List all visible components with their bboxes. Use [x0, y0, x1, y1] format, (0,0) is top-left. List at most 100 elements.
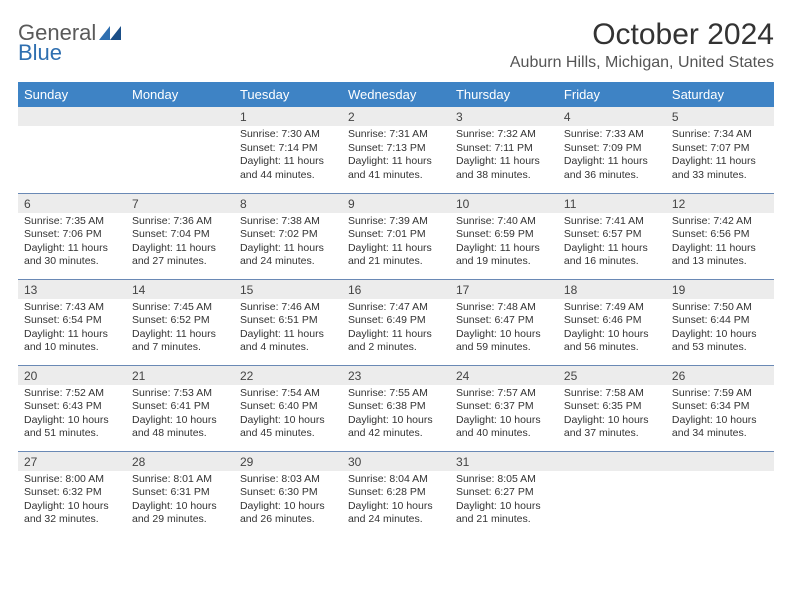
- calendar-cell: [126, 107, 234, 193]
- calendar-cell: 1Sunrise: 7:30 AMSunset: 7:14 PMDaylight…: [234, 107, 342, 193]
- day-data: Sunrise: 7:35 AMSunset: 7:06 PMDaylight:…: [18, 213, 126, 274]
- day-number: 3: [450, 107, 558, 126]
- day-data: Sunrise: 7:59 AMSunset: 6:34 PMDaylight:…: [666, 385, 774, 446]
- calendar-cell: 11Sunrise: 7:41 AMSunset: 6:57 PMDayligh…: [558, 193, 666, 279]
- calendar-cell: 31Sunrise: 8:05 AMSunset: 6:27 PMDayligh…: [450, 451, 558, 537]
- day-data: Sunrise: 7:31 AMSunset: 7:13 PMDaylight:…: [342, 126, 450, 187]
- day-number: 9: [342, 194, 450, 213]
- calendar-cell: 15Sunrise: 7:46 AMSunset: 6:51 PMDayligh…: [234, 279, 342, 365]
- day-data: Sunrise: 8:01 AMSunset: 6:31 PMDaylight:…: [126, 471, 234, 532]
- calendar-cell: 8Sunrise: 7:38 AMSunset: 7:02 PMDaylight…: [234, 193, 342, 279]
- brand-blue: Blue: [18, 42, 62, 64]
- calendar-cell: 10Sunrise: 7:40 AMSunset: 6:59 PMDayligh…: [450, 193, 558, 279]
- day-number: 28: [126, 452, 234, 471]
- page-header: General Blue October 2024 Auburn Hills, …: [18, 18, 774, 72]
- calendar-cell: 19Sunrise: 7:50 AMSunset: 6:44 PMDayligh…: [666, 279, 774, 365]
- day-number: 5: [666, 107, 774, 126]
- day-number: 30: [342, 452, 450, 471]
- calendar-cell: 12Sunrise: 7:42 AMSunset: 6:56 PMDayligh…: [666, 193, 774, 279]
- calendar-cell: 28Sunrise: 8:01 AMSunset: 6:31 PMDayligh…: [126, 451, 234, 537]
- day-number: 29: [234, 452, 342, 471]
- day-number: 19: [666, 280, 774, 299]
- calendar-cell: [666, 451, 774, 537]
- day-number-empty: [558, 452, 666, 471]
- day-data: Sunrise: 7:49 AMSunset: 6:46 PMDaylight:…: [558, 299, 666, 360]
- title-block: October 2024 Auburn Hills, Michigan, Uni…: [510, 18, 774, 72]
- day-number: 22: [234, 366, 342, 385]
- calendar-week: 13Sunrise: 7:43 AMSunset: 6:54 PMDayligh…: [18, 279, 774, 365]
- calendar-cell: [558, 451, 666, 537]
- day-data: Sunrise: 7:30 AMSunset: 7:14 PMDaylight:…: [234, 126, 342, 187]
- calendar-cell: 16Sunrise: 7:47 AMSunset: 6:49 PMDayligh…: [342, 279, 450, 365]
- calendar-week: 6Sunrise: 7:35 AMSunset: 7:06 PMDaylight…: [18, 193, 774, 279]
- calendar-cell: 20Sunrise: 7:52 AMSunset: 6:43 PMDayligh…: [18, 365, 126, 451]
- day-number: 17: [450, 280, 558, 299]
- day-number: 4: [558, 107, 666, 126]
- calendar-cell: 13Sunrise: 7:43 AMSunset: 6:54 PMDayligh…: [18, 279, 126, 365]
- day-number: 26: [666, 366, 774, 385]
- month-title: October 2024: [510, 18, 774, 52]
- day-data: Sunrise: 7:33 AMSunset: 7:09 PMDaylight:…: [558, 126, 666, 187]
- day-data: Sunrise: 7:48 AMSunset: 6:47 PMDaylight:…: [450, 299, 558, 360]
- day-header: Monday: [126, 82, 234, 107]
- calendar-cell: 6Sunrise: 7:35 AMSunset: 7:06 PMDaylight…: [18, 193, 126, 279]
- calendar-cell: 5Sunrise: 7:34 AMSunset: 7:07 PMDaylight…: [666, 107, 774, 193]
- calendar-cell: 23Sunrise: 7:55 AMSunset: 6:38 PMDayligh…: [342, 365, 450, 451]
- day-number: 25: [558, 366, 666, 385]
- day-number: 11: [558, 194, 666, 213]
- calendar-cell: 25Sunrise: 7:58 AMSunset: 6:35 PMDayligh…: [558, 365, 666, 451]
- day-data: Sunrise: 7:46 AMSunset: 6:51 PMDaylight:…: [234, 299, 342, 360]
- day-header: Saturday: [666, 82, 774, 107]
- calendar-cell: 21Sunrise: 7:53 AMSunset: 6:41 PMDayligh…: [126, 365, 234, 451]
- day-number: 24: [450, 366, 558, 385]
- calendar-cell: 22Sunrise: 7:54 AMSunset: 6:40 PMDayligh…: [234, 365, 342, 451]
- day-data: Sunrise: 7:58 AMSunset: 6:35 PMDaylight:…: [558, 385, 666, 446]
- day-data: Sunrise: 7:40 AMSunset: 6:59 PMDaylight:…: [450, 213, 558, 274]
- calendar-cell: 17Sunrise: 7:48 AMSunset: 6:47 PMDayligh…: [450, 279, 558, 365]
- day-number-empty: [126, 107, 234, 126]
- day-number-empty: [666, 452, 774, 471]
- day-number: 21: [126, 366, 234, 385]
- calendar-cell: 4Sunrise: 7:33 AMSunset: 7:09 PMDaylight…: [558, 107, 666, 193]
- day-data: Sunrise: 7:43 AMSunset: 6:54 PMDaylight:…: [18, 299, 126, 360]
- calendar-cell: 30Sunrise: 8:04 AMSunset: 6:28 PMDayligh…: [342, 451, 450, 537]
- day-data: Sunrise: 7:42 AMSunset: 6:56 PMDaylight:…: [666, 213, 774, 274]
- day-header: Friday: [558, 82, 666, 107]
- calendar-cell: 29Sunrise: 8:03 AMSunset: 6:30 PMDayligh…: [234, 451, 342, 537]
- day-number: 15: [234, 280, 342, 299]
- day-data: Sunrise: 7:47 AMSunset: 6:49 PMDaylight:…: [342, 299, 450, 360]
- day-number: 18: [558, 280, 666, 299]
- calendar-cell: 3Sunrise: 7:32 AMSunset: 7:11 PMDaylight…: [450, 107, 558, 193]
- calendar-cell: 14Sunrise: 7:45 AMSunset: 6:52 PMDayligh…: [126, 279, 234, 365]
- day-number: 7: [126, 194, 234, 213]
- day-data: Sunrise: 7:55 AMSunset: 6:38 PMDaylight:…: [342, 385, 450, 446]
- day-number-empty: [18, 107, 126, 126]
- day-data: Sunrise: 7:38 AMSunset: 7:02 PMDaylight:…: [234, 213, 342, 274]
- day-number: 6: [18, 194, 126, 213]
- calendar-cell: 7Sunrise: 7:36 AMSunset: 7:04 PMDaylight…: [126, 193, 234, 279]
- day-data: Sunrise: 8:00 AMSunset: 6:32 PMDaylight:…: [18, 471, 126, 532]
- day-data: Sunrise: 7:57 AMSunset: 6:37 PMDaylight:…: [450, 385, 558, 446]
- day-data: Sunrise: 7:36 AMSunset: 7:04 PMDaylight:…: [126, 213, 234, 274]
- day-data: Sunrise: 7:45 AMSunset: 6:52 PMDaylight:…: [126, 299, 234, 360]
- location-text: Auburn Hills, Michigan, United States: [510, 54, 774, 72]
- day-header: Tuesday: [234, 82, 342, 107]
- calendar-week: 1Sunrise: 7:30 AMSunset: 7:14 PMDaylight…: [18, 107, 774, 193]
- calendar-cell: 27Sunrise: 8:00 AMSunset: 6:32 PMDayligh…: [18, 451, 126, 537]
- day-number: 31: [450, 452, 558, 471]
- day-data: Sunrise: 8:05 AMSunset: 6:27 PMDaylight:…: [450, 471, 558, 532]
- day-number: 14: [126, 280, 234, 299]
- day-data: Sunrise: 7:53 AMSunset: 6:41 PMDaylight:…: [126, 385, 234, 446]
- calendar-cell: 18Sunrise: 7:49 AMSunset: 6:46 PMDayligh…: [558, 279, 666, 365]
- day-data: Sunrise: 7:32 AMSunset: 7:11 PMDaylight:…: [450, 126, 558, 187]
- day-data: Sunrise: 7:34 AMSunset: 7:07 PMDaylight:…: [666, 126, 774, 187]
- brand-flag-icon: [99, 26, 121, 40]
- day-number: 12: [666, 194, 774, 213]
- day-number: 2: [342, 107, 450, 126]
- day-number: 1: [234, 107, 342, 126]
- calendar-cell: 24Sunrise: 7:57 AMSunset: 6:37 PMDayligh…: [450, 365, 558, 451]
- day-header: Thursday: [450, 82, 558, 107]
- calendar-cell: 2Sunrise: 7:31 AMSunset: 7:13 PMDaylight…: [342, 107, 450, 193]
- calendar-week: 20Sunrise: 7:52 AMSunset: 6:43 PMDayligh…: [18, 365, 774, 451]
- day-number: 8: [234, 194, 342, 213]
